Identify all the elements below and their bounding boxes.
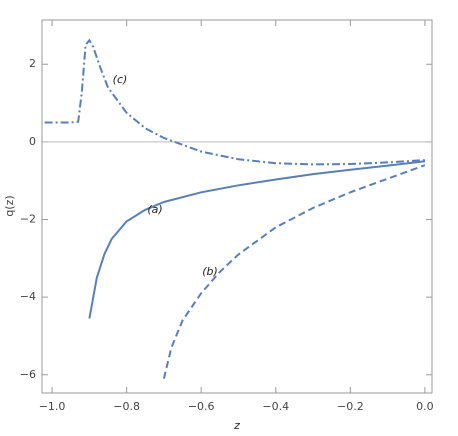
curve-label: (c) [113,73,128,86]
x-axis-label: z [233,419,240,432]
curve-label: (b) [202,265,218,278]
series-line [162,164,426,379]
x-tick-label: −0.6 [188,400,215,413]
series-line [88,160,426,319]
x-tick-label: 0.0 [416,400,434,413]
x-tick-label: −0.2 [337,400,364,413]
x-tick-label: −0.8 [113,400,140,413]
curve-label: (a) [147,203,162,216]
x-tick-label: −1.0 [39,400,66,413]
y-tick-label: 0 [29,135,36,148]
y-tick-label: −2 [20,213,36,226]
y-tick-label: −6 [20,368,36,381]
frame [41,19,433,394]
y-tick-label: −4 [20,290,36,303]
y-tick-label: 2 [29,57,36,70]
y-axis-label: q(z) [3,195,16,216]
x-tick-label: −0.4 [262,400,289,413]
series-line [44,38,425,166]
